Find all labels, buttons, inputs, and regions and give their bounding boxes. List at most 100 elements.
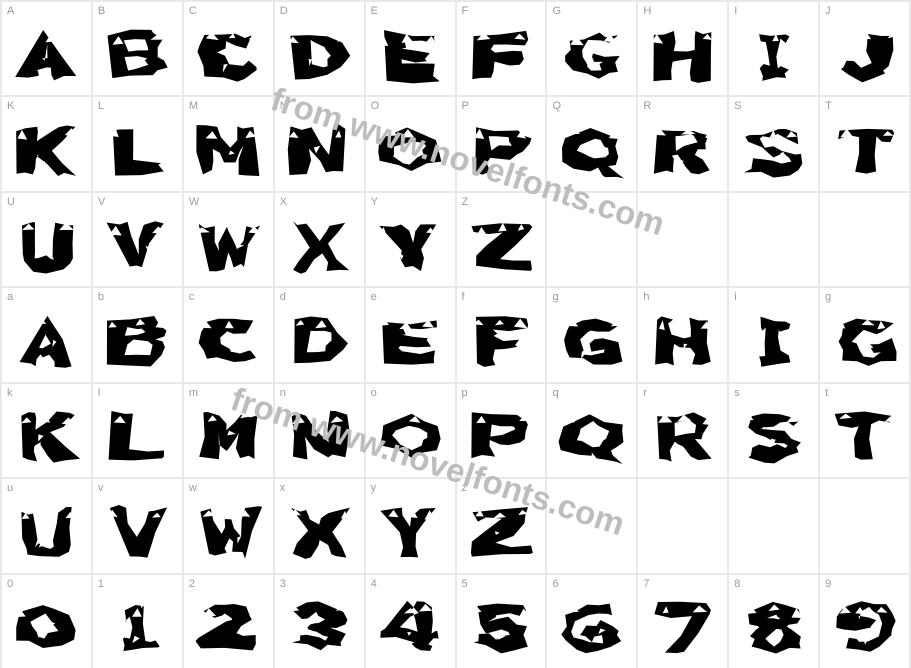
char-cell[interactable]: l bbox=[91, 384, 182, 477]
cell-label: s bbox=[734, 387, 740, 399]
char-cell[interactable]: s bbox=[727, 384, 818, 477]
char-cell[interactable]: C bbox=[182, 2, 273, 95]
char-cell[interactable]: t bbox=[818, 384, 911, 477]
char-cell[interactable]: n bbox=[273, 384, 364, 477]
char-cell[interactable]: a bbox=[0, 288, 91, 381]
char-cell[interactable]: M bbox=[182, 97, 273, 190]
char-cell[interactable]: p bbox=[455, 384, 546, 477]
cell-label: B bbox=[98, 5, 105, 17]
glyph bbox=[547, 294, 636, 381]
char-cell[interactable]: J bbox=[818, 2, 911, 95]
cell-label: F bbox=[462, 5, 469, 17]
char-row: k lmn opq r s t bbox=[0, 382, 911, 477]
cell-label: K bbox=[7, 100, 14, 112]
cell-label: n bbox=[280, 387, 286, 399]
char-row: uvw xyz bbox=[0, 477, 911, 572]
char-cell[interactable]: 4 bbox=[364, 575, 455, 668]
char-cell[interactable]: 8 bbox=[727, 575, 818, 668]
char-row: K LMNOPQR S T bbox=[0, 95, 911, 190]
char-cell[interactable]: 5 bbox=[455, 575, 546, 668]
char-cell[interactable]: K bbox=[0, 97, 91, 190]
char-cell[interactable]: 3 bbox=[273, 575, 364, 668]
char-cell[interactable]: 0 bbox=[0, 575, 91, 668]
glyph bbox=[184, 294, 273, 381]
empty-cell bbox=[636, 193, 727, 286]
cell-label: I bbox=[734, 5, 737, 17]
char-cell[interactable]: z bbox=[455, 479, 546, 572]
char-cell[interactable]: Q bbox=[545, 97, 636, 190]
cell-label: d bbox=[280, 291, 286, 303]
cell-label: X bbox=[280, 196, 287, 208]
char-cell[interactable]: i bbox=[727, 288, 818, 381]
char-cell[interactable]: e bbox=[364, 288, 455, 381]
glyph bbox=[93, 103, 182, 190]
char-cell[interactable]: q bbox=[545, 384, 636, 477]
char-cell[interactable]: 9 bbox=[818, 575, 911, 668]
char-cell[interactable]: T bbox=[818, 97, 911, 190]
char-cell[interactable]: G bbox=[545, 2, 636, 95]
char-cell[interactable]: B bbox=[91, 2, 182, 95]
glyph bbox=[366, 581, 455, 668]
char-cell[interactable]: O bbox=[364, 97, 455, 190]
cell-label: r bbox=[643, 387, 647, 399]
cell-label: h bbox=[643, 291, 649, 303]
cell-label: q bbox=[552, 387, 558, 399]
char-cell[interactable]: I bbox=[727, 2, 818, 95]
char-cell[interactable]: U bbox=[0, 193, 91, 286]
glyph bbox=[638, 294, 727, 381]
char-cell[interactable]: v bbox=[91, 479, 182, 572]
char-cell[interactable]: R bbox=[636, 97, 727, 190]
char-row: AB C DE F GH I J bbox=[0, 0, 911, 95]
char-cell[interactable]: H bbox=[636, 2, 727, 95]
char-cell[interactable]: m bbox=[182, 384, 273, 477]
glyph bbox=[184, 390, 273, 477]
char-cell[interactable]: g bbox=[545, 288, 636, 381]
char-cell[interactable]: k bbox=[0, 384, 91, 477]
char-cell[interactable]: r bbox=[636, 384, 727, 477]
cell-label: S bbox=[734, 100, 741, 112]
char-cell[interactable]: y bbox=[364, 479, 455, 572]
glyph bbox=[2, 390, 91, 477]
char-cell[interactable]: w bbox=[182, 479, 273, 572]
char-cell[interactable]: N bbox=[273, 97, 364, 190]
cell-label: w bbox=[189, 482, 197, 494]
cell-label: g bbox=[552, 291, 558, 303]
char-cell[interactable]: S bbox=[727, 97, 818, 190]
char-cell[interactable]: W bbox=[182, 193, 273, 286]
glyph bbox=[820, 581, 909, 668]
glyph bbox=[2, 199, 91, 286]
glyph bbox=[366, 103, 455, 190]
cell-label: H bbox=[643, 5, 651, 17]
char-cell[interactable]: g bbox=[818, 288, 911, 381]
char-cell[interactable]: D bbox=[273, 2, 364, 95]
char-cell[interactable]: A bbox=[0, 2, 91, 95]
char-cell[interactable]: X bbox=[273, 193, 364, 286]
char-cell[interactable]: Z bbox=[455, 193, 546, 286]
glyph bbox=[2, 294, 91, 381]
cell-label: R bbox=[643, 100, 651, 112]
char-cell[interactable]: f bbox=[455, 288, 546, 381]
cell-label: i bbox=[734, 291, 736, 303]
cell-label: k bbox=[7, 387, 13, 399]
char-cell[interactable]: P bbox=[455, 97, 546, 190]
cell-label: E bbox=[371, 5, 378, 17]
char-cell[interactable]: b bbox=[91, 288, 182, 381]
char-cell[interactable]: 7 bbox=[636, 575, 727, 668]
char-cell[interactable]: h bbox=[636, 288, 727, 381]
char-cell[interactable]: V bbox=[91, 193, 182, 286]
char-cell[interactable]: u bbox=[0, 479, 91, 572]
char-cell[interactable]: Y bbox=[364, 193, 455, 286]
char-cell[interactable]: x bbox=[273, 479, 364, 572]
char-cell[interactable]: 1 bbox=[91, 575, 182, 668]
char-cell[interactable]: o bbox=[364, 384, 455, 477]
char-cell[interactable]: 6 bbox=[545, 575, 636, 668]
cell-label: J bbox=[825, 5, 831, 17]
char-cell[interactable]: F bbox=[455, 2, 546, 95]
cell-label: C bbox=[189, 5, 197, 17]
glyph bbox=[547, 8, 636, 95]
char-cell[interactable]: 2 bbox=[182, 575, 273, 668]
char-cell[interactable]: c bbox=[182, 288, 273, 381]
char-cell[interactable]: d bbox=[273, 288, 364, 381]
char-cell[interactable]: L bbox=[91, 97, 182, 190]
char-cell[interactable]: E bbox=[364, 2, 455, 95]
